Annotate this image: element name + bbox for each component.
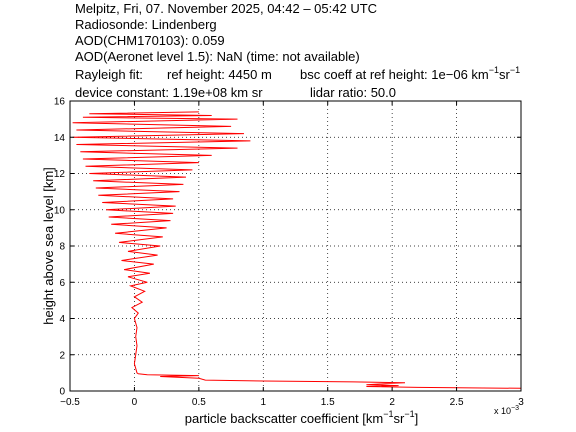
y-tick-label: 8 bbox=[59, 242, 65, 253]
y-tick-label: 6 bbox=[59, 278, 65, 289]
bsc-coeff: bsc coeff at ref height: 1e−06 km−1sr−1 bbox=[300, 65, 521, 84]
y-tick-label: 16 bbox=[54, 97, 66, 108]
bsc-coeff-sr: sr bbox=[499, 67, 510, 82]
header-line-radiosonde: Radiosonde: Lindenberg bbox=[75, 17, 217, 32]
x-tick-label: 0 bbox=[132, 397, 138, 408]
x-axis-label-sup2: −1 bbox=[404, 409, 414, 419]
y-tick-label: 10 bbox=[54, 205, 66, 216]
x-multiplier-base: x 10 bbox=[494, 406, 511, 416]
x-axis-label: particle backscatter coefficient [km−1sr… bbox=[185, 409, 418, 426]
x-tick-label: 1 bbox=[261, 397, 267, 408]
backscatter-profile-line bbox=[72, 111, 522, 389]
header-line-aod-aeronet: AOD(Aeronet level 1.5): NaN (time: not a… bbox=[75, 49, 360, 64]
x-axis-multiplier: x 10−3 bbox=[494, 405, 519, 416]
x-tick-label: 2.5 bbox=[450, 397, 464, 408]
bsc-coeff-sup2: −1 bbox=[509, 65, 521, 75]
y-axis-label: height above sea level [km] bbox=[41, 167, 56, 325]
x-axis-label-text: particle backscatter coefficient [km bbox=[185, 411, 383, 426]
x-tick-label: 3 bbox=[518, 397, 524, 408]
x-axis-label-end: ] bbox=[415, 411, 419, 426]
x-tick-label: −0.5 bbox=[60, 397, 80, 408]
x-axis-label-sr: sr bbox=[393, 411, 405, 426]
y-tick-label: 2 bbox=[59, 350, 65, 361]
ref-height: ref height: 4450 m bbox=[167, 67, 272, 82]
plot-frame bbox=[69, 100, 522, 392]
backscatter-trace bbox=[72, 111, 522, 389]
x-multiplier-exp: −3 bbox=[511, 405, 519, 412]
y-tick-label: 0 bbox=[59, 387, 65, 398]
x-axis-label-sup1: −1 bbox=[383, 409, 393, 419]
x-tick-label: 0.5 bbox=[192, 397, 206, 408]
header-line-aod-chm: AOD(CHM170103): 0.059 bbox=[75, 33, 225, 48]
bsc-coeff-text: bsc coeff at ref height: 1e−06 km bbox=[300, 67, 489, 82]
y-tick-label: 14 bbox=[54, 133, 66, 144]
bsc-coeff-sup1: −1 bbox=[488, 65, 500, 75]
y-tick-label: 4 bbox=[59, 314, 65, 325]
lidar-ratio: lidar ratio: 50.0 bbox=[310, 85, 396, 100]
x-tick-label: 2 bbox=[389, 397, 395, 408]
y-tick-label: 12 bbox=[54, 169, 66, 180]
chart-grid bbox=[70, 101, 521, 391]
header-line-location: Melpitz, Fri, 07. November 2025, 04:42 –… bbox=[75, 1, 378, 16]
x-tick-label: 1.5 bbox=[321, 397, 335, 408]
device-constant: device constant: 1.19e+08 km sr bbox=[75, 85, 263, 100]
rayleigh-label: Rayleigh fit: bbox=[75, 67, 143, 82]
